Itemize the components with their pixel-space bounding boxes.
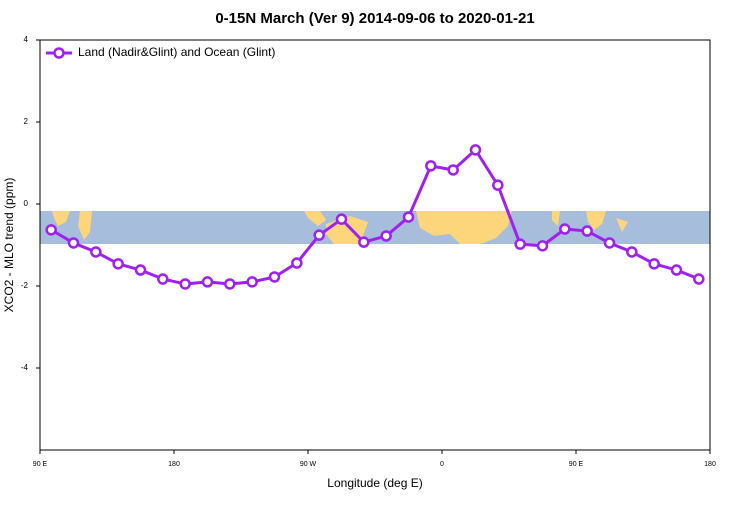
x-axis-label: Longitude (deg E): [327, 476, 422, 490]
point: [514, 238, 526, 250]
x-tick-label: 0: [440, 461, 444, 468]
point: [492, 179, 504, 191]
legend-marker: [53, 47, 65, 59]
point: [626, 246, 638, 258]
point: [402, 211, 415, 223]
plot-frame: [39, 39, 711, 451]
legend-label: Land (Nadir&Glint) and Ocean (Glint): [78, 45, 275, 59]
point: [179, 278, 191, 290]
point: [90, 246, 102, 258]
x-tick-label: 90 E: [33, 461, 48, 468]
point: [246, 276, 258, 288]
y-tick-label: 0: [24, 199, 29, 208]
point: [313, 229, 325, 241]
y-axis-label: XCO2 - MLO trend (ppm): [2, 178, 16, 313]
point: [224, 278, 236, 290]
point: [112, 258, 124, 270]
point: [45, 224, 57, 236]
point: [670, 264, 683, 276]
point: [693, 273, 705, 285]
x-tick-label: 180: [168, 461, 180, 468]
point: [380, 230, 392, 242]
chart-title: 0-15N March (Ver 9) 2014-09-06 to 2020-0…: [215, 10, 534, 27]
point: [157, 273, 169, 285]
point: [358, 236, 370, 248]
point: [648, 258, 660, 270]
point: [134, 264, 147, 276]
y-tick-label: 2: [24, 117, 29, 126]
x-tick-label: 90 W: [300, 461, 317, 468]
point: [469, 144, 482, 156]
point: [67, 237, 80, 249]
point: [268, 271, 281, 283]
point: [447, 164, 459, 176]
y-tick-label: -4: [21, 363, 29, 372]
point: [291, 257, 303, 269]
y-tick-label: 4: [24, 35, 29, 44]
x-tick-label: 90 E: [569, 461, 584, 468]
point: [603, 237, 616, 249]
point: [425, 160, 437, 172]
y-tick-label: -2: [21, 281, 29, 290]
point: [581, 225, 593, 237]
x-tick-label: 180: [704, 461, 716, 468]
point: [536, 240, 549, 252]
point: [201, 276, 214, 288]
point: [335, 213, 348, 225]
point: [559, 223, 571, 235]
